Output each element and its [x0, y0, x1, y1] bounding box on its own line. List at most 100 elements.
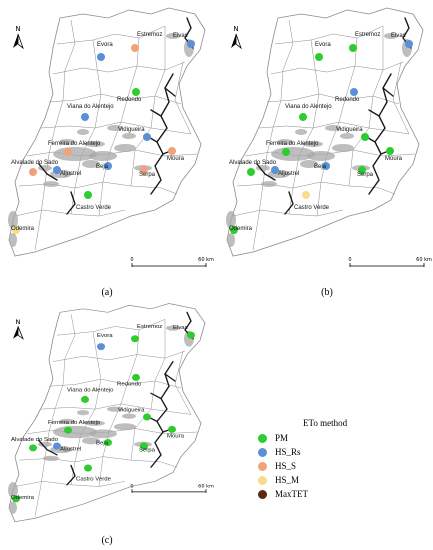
station-marker-moura[interactable]: [168, 425, 176, 433]
map-panel-a: N 0 60 km Estremoz Elvas Evora Redondo Viana do…: [5, 4, 215, 274]
station-label-estremoz: Estremoz: [137, 32, 162, 38]
municipality-boundary: [40, 121, 192, 135]
station-marker-ferreira-do-alentejo[interactable]: [64, 426, 72, 434]
irrigated-area: [122, 413, 136, 419]
station-marker-aljustrel[interactable]: [271, 166, 279, 174]
irrigated-area: [85, 141, 105, 147]
station-marker-beja[interactable]: [322, 162, 330, 170]
station-label-evora: Evora: [315, 42, 331, 48]
station-marker-castro-verde[interactable]: [302, 191, 310, 199]
irrigated-area: [77, 410, 89, 416]
station-marker-beja[interactable]: [104, 439, 112, 447]
river: [150, 73, 174, 195]
station-marker-ferreira-do-alentejo[interactable]: [64, 148, 72, 156]
station-label-odemira: Odemira: [229, 226, 253, 232]
station-label-redondo: Redondo: [117, 382, 141, 388]
legend: ETo method PM HS_Rs HS_S HS_M MaxTET: [255, 418, 420, 501]
scale-bar: 0 60 km: [130, 257, 214, 267]
station-marker-vidigueira[interactable]: [143, 413, 151, 421]
municipality-boundary: [56, 25, 166, 45]
station-marker-alvalade-do-sado[interactable]: [247, 168, 255, 176]
municipality-boundary: [174, 350, 192, 415]
station-marker-aljustrel[interactable]: [53, 166, 61, 174]
station-marker-castro-verde[interactable]: [84, 191, 92, 199]
irrigated-area: [43, 181, 59, 187]
station-label-estremoz: Estremoz: [355, 32, 380, 38]
municipality-boundary: [34, 314, 76, 517]
station-marker-evora[interactable]: [97, 343, 105, 351]
irrigated-area: [271, 147, 315, 161]
station-label-aljustrel: Aljustrel: [60, 447, 81, 453]
station-marker-redondo[interactable]: [132, 373, 140, 381]
station-marker-estremoz[interactable]: [349, 44, 357, 52]
station-marker-evora[interactable]: [97, 53, 105, 61]
station-marker-estremoz[interactable]: [131, 44, 139, 52]
station-marker-elvas[interactable]: [405, 40, 413, 48]
station-marker-odemira[interactable]: [12, 495, 20, 503]
station-marker-viana-do-alentejo[interactable]: [299, 113, 307, 121]
station-marker-evora[interactable]: [315, 53, 323, 61]
station-marker-redondo[interactable]: [350, 88, 358, 96]
station-marker-elvas[interactable]: [187, 331, 195, 339]
irrigated-area: [9, 233, 17, 247]
scale-bar: 0 60 km: [348, 257, 432, 267]
river: [150, 360, 174, 468]
station-label-moura: Moura: [167, 434, 185, 440]
station-label-alvalade-do-sado: Alvalade do Sado: [11, 160, 59, 166]
river: [146, 87, 176, 155]
irrigated-area: [122, 133, 136, 139]
station-marker-redondo[interactable]: [132, 88, 140, 96]
irrigated-area: [227, 233, 235, 247]
station-label-alvalade-do-sado: Alvalade do Sado: [229, 160, 277, 166]
station-label-redondo: Redondo: [335, 97, 360, 103]
river: [38, 163, 58, 181]
irrigated-area: [89, 429, 117, 439]
station-label-redondo: Redondo: [117, 97, 142, 103]
legend-items: PM HS_Rs HS_S HS_M MaxTET: [255, 431, 420, 501]
station-marker-aljustrel[interactable]: [53, 442, 61, 450]
irrigated-area: [85, 420, 105, 426]
station-marker-estremoz[interactable]: [131, 335, 139, 343]
station-marker-moura[interactable]: [168, 147, 176, 155]
station-marker-odemira[interactable]: [12, 226, 20, 234]
irrigated-area: [82, 160, 100, 168]
station-marker-alvalade-do-sado[interactable]: [29, 444, 37, 452]
station-marker-viana-do-alentejo[interactable]: [81, 113, 89, 121]
municipality-boundary: [34, 19, 76, 251]
municipality-boundary: [274, 25, 384, 45]
river: [66, 191, 76, 215]
irrigated-area: [8, 482, 18, 498]
station-marker-castro-verde[interactable]: [84, 464, 92, 472]
legend-title: ETo method: [303, 418, 348, 428]
station-marker-serpa[interactable]: [140, 442, 148, 450]
irrigated-area: [43, 455, 59, 462]
station-marker-odemira[interactable]: [230, 226, 238, 234]
irrigated-area: [114, 144, 136, 152]
scale-bar-end: 60 km: [416, 257, 432, 263]
river: [364, 87, 394, 155]
station-marker-beja[interactable]: [104, 162, 112, 170]
scale-bar: 0 60 km: [130, 484, 214, 493]
station-label-vidigueira: Vidigueira: [336, 127, 363, 133]
irrigated-area: [53, 147, 97, 161]
station-marker-ferreira-do-alentejo[interactable]: [282, 148, 290, 156]
municipality-boundary: [98, 37, 140, 217]
station-marker-serpa[interactable]: [140, 166, 148, 174]
map-panel-c: N 0 60 km Estremoz Elvas Evora Redondo Viana do…: [5, 300, 215, 530]
legend-label: HS_Rs: [275, 447, 301, 457]
station-label-odemira: Odemira: [11, 226, 35, 232]
station-label-aljustrel: Aljustrel: [60, 171, 81, 177]
station-marker-alvalade-do-sado[interactable]: [29, 168, 37, 176]
irrigated-area: [332, 144, 354, 152]
irrigated-area: [8, 211, 18, 229]
station-marker-viana-do-alentejo[interactable]: [81, 395, 89, 403]
station-marker-serpa[interactable]: [358, 166, 366, 174]
station-label-ferreira-do-alentejo: Ferreira do Alentejo: [266, 141, 319, 147]
station-marker-moura[interactable]: [386, 147, 394, 155]
station-marker-vidigueira[interactable]: [143, 133, 151, 141]
station-marker-elvas[interactable]: [187, 40, 195, 48]
station-marker-vidigueira[interactable]: [361, 133, 369, 141]
region-outline: [8, 303, 206, 523]
legend-swatch: [258, 475, 267, 485]
station-label-castro-verde: Castro Verde: [294, 205, 330, 211]
